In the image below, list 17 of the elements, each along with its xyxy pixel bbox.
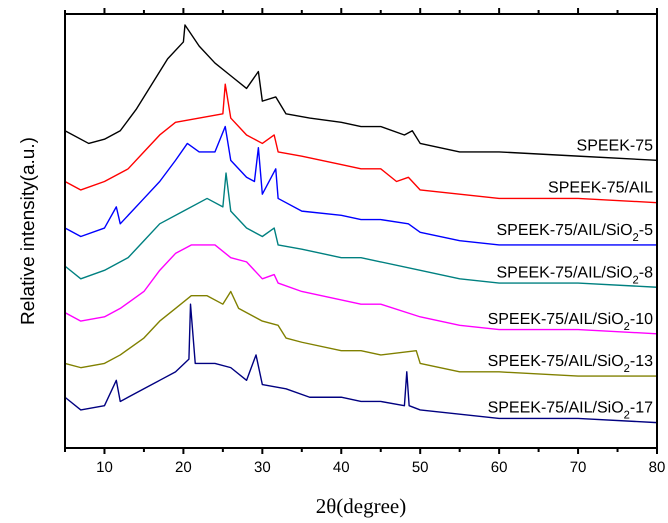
x-axis-title: 2θ(degree)	[316, 494, 406, 518]
series-label: SPEEK-75/AIL	[548, 180, 654, 197]
x-tick-label: 20	[175, 459, 192, 476]
series-label: SPEEK-75/AIL/SiO$_{2}$-8	[496, 264, 654, 286]
series-label: SPEEK-75	[576, 137, 654, 154]
y-axis-title: Relative intensity(a.u.)	[18, 137, 39, 325]
series-label: SPEEK-75/AIL/SiO$_{2}$-5	[496, 222, 654, 244]
series-label: SPEEK-75/AIL/SiO$_{2}$-13	[488, 353, 654, 376]
x-tick-label: 40	[332, 459, 350, 476]
x-tick-label: 50	[412, 459, 429, 476]
x-tick-label: 70	[570, 459, 586, 476]
series-label: SPEEK-75/AIL/SiO$_{2}$-17	[488, 400, 654, 422]
series-label: SPEEK-75/AIL/SiO$_{2}$-10	[488, 310, 654, 333]
x-tick-label: 80	[648, 459, 666, 476]
x-tick-label: 10	[96, 459, 113, 476]
x-tick-label: 60	[490, 459, 508, 476]
x-tick-label: 30	[254, 459, 271, 476]
